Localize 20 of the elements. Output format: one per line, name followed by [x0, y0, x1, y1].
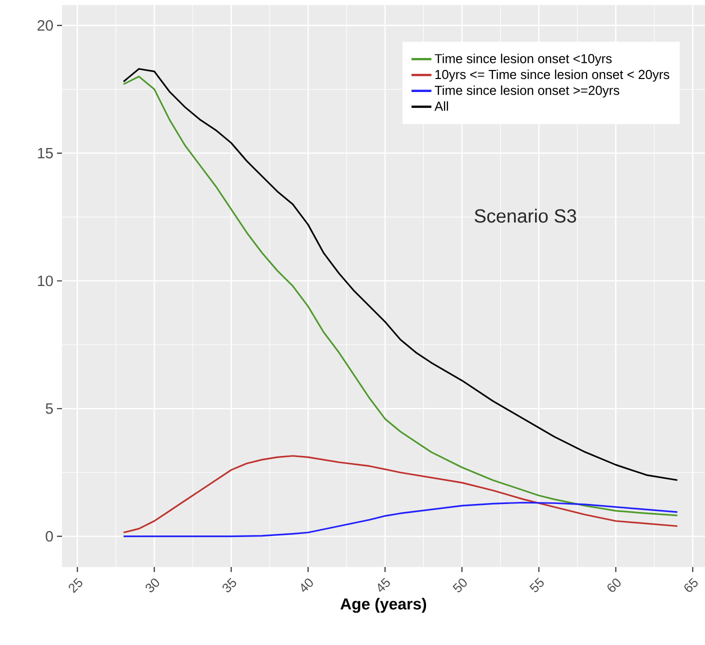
legend-label: Time since lesion onset >=20yrs	[434, 85, 620, 98]
x-tick-label: 40	[301, 578, 313, 592]
y-tick-label: 15	[38, 148, 53, 158]
legend-label: 10yrs <= Time since lesion onset < 20yrs	[435, 70, 670, 82]
y-tick-label: 0	[46, 531, 53, 542]
x-tick-label: 55	[529, 578, 544, 592]
x-tick-label: 30	[146, 578, 160, 592]
y-tick-label: 5	[46, 403, 53, 414]
x-tick-label: 25	[68, 578, 82, 594]
y-tick-label: 20	[38, 20, 53, 31]
x-axis-title: Age (years)	[340, 598, 426, 613]
x-tick-label: 65	[684, 578, 698, 592]
legend-label: Time since lesion onset <10yrs	[434, 54, 612, 66]
y-tick-label: 10	[38, 276, 53, 286]
x-tick-label: 45	[378, 578, 390, 592]
legend-label: All	[434, 101, 448, 111]
x-tick-label: 35	[222, 578, 236, 592]
x-tick-label: 50	[452, 578, 467, 592]
annotation: Scenario S3	[474, 208, 576, 223]
x-tick-label: 60	[607, 578, 621, 592]
